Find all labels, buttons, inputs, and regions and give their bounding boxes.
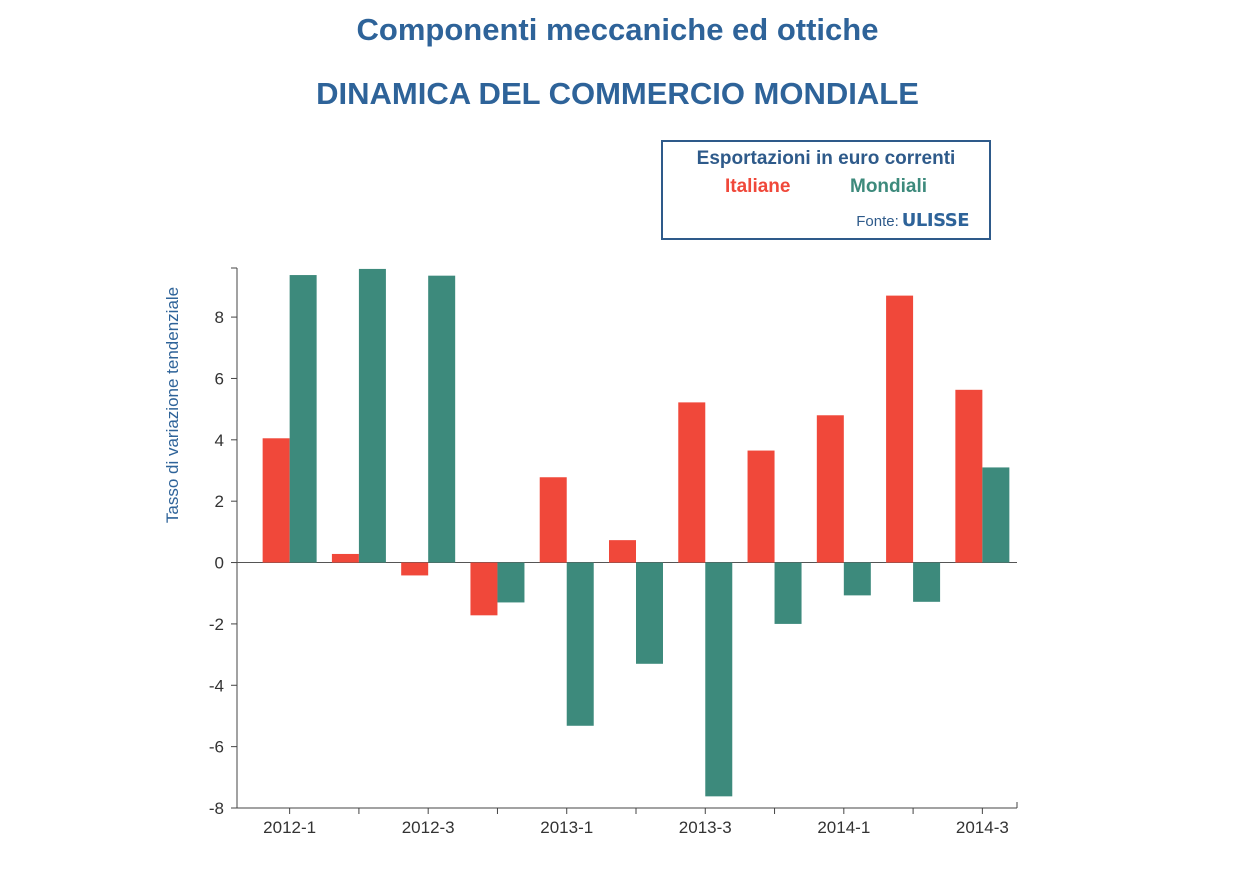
y-tick-label: 0 xyxy=(215,554,224,573)
legend-heading: Esportazioni in euro correnti xyxy=(696,148,956,169)
bar-italiane-2013-2 xyxy=(609,540,636,563)
x-tick-label: 2012-3 xyxy=(402,818,455,837)
bar-mondiali-2012-1 xyxy=(289,275,317,563)
y-tick-label: -4 xyxy=(209,676,224,695)
bar-mondiali-2012-4 xyxy=(497,562,525,603)
y-tick-label: 4 xyxy=(215,431,224,450)
y-tick-label: 6 xyxy=(215,369,224,388)
bar-italiane-2012-2 xyxy=(331,553,359,563)
legend-entry-mondiali: Mondiali xyxy=(850,176,928,197)
y-tick-label: 2 xyxy=(215,492,224,511)
y-tick-label: -8 xyxy=(209,799,224,818)
bar-italiane-2012-3 xyxy=(401,562,429,576)
source-label: Fonte: xyxy=(856,213,899,230)
bar-mondiali-2013-2 xyxy=(636,562,663,664)
axes: 8 6 4 2 0 -2 -4 -6 -8 2012-1 2012-3 2013-1 2013-3 201… xyxy=(209,267,1018,837)
y-axis-label: Tasso di variazione tendenziale xyxy=(163,287,182,523)
legend: Esportazioni in euro correnti Italiane M… xyxy=(661,140,991,240)
bar-mondiali-2014-2 xyxy=(913,562,941,602)
bar-italiane-2013-1 xyxy=(539,477,567,563)
y-tick-label: 8 xyxy=(215,308,224,327)
bar-mondiali-2014-3 xyxy=(982,467,1010,563)
bar-mondiali-2012-2 xyxy=(358,268,386,563)
bars xyxy=(262,268,1010,797)
x-tick-label: 2012-1 xyxy=(263,818,316,837)
bar-mondiali-2013-3 xyxy=(705,562,733,797)
legend-entry-italiane: Italiane xyxy=(725,176,791,197)
bar-italiane-2014-3 xyxy=(955,389,983,563)
bar-italiane-2012-4 xyxy=(470,562,498,616)
y-tick-label: -6 xyxy=(209,738,224,757)
bar-mondiali-2012-3 xyxy=(428,275,456,563)
x-tick-label: 2013-1 xyxy=(540,818,593,837)
bar-italiane-2013-4 xyxy=(747,450,775,563)
x-tick-label: 2013-3 xyxy=(679,818,732,837)
bar-italiane-2013-3 xyxy=(678,402,706,563)
source-credit: Fonte: ULISSE xyxy=(856,210,969,231)
bar-mondiali-2013-4 xyxy=(774,562,802,624)
x-tick-label: 2014-1 xyxy=(817,818,870,837)
chart-title: Componenti meccaniche ed ottiche xyxy=(356,12,879,47)
bar-mondiali-2013-1 xyxy=(566,562,594,726)
chart-subtitle: DINAMICA DEL COMMERCIO MONDIALE xyxy=(316,76,919,111)
bar-italiane-2014-2 xyxy=(886,295,914,563)
y-tick-label: -2 xyxy=(209,615,224,634)
x-tick-label: 2014-3 xyxy=(956,818,1009,837)
bar-mondiali-2014-1 xyxy=(843,562,871,596)
ulisse-logo: ULISSE xyxy=(901,210,970,231)
bar-italiane-2014-1 xyxy=(816,415,844,563)
bar-italiane-2012-1 xyxy=(262,438,290,563)
